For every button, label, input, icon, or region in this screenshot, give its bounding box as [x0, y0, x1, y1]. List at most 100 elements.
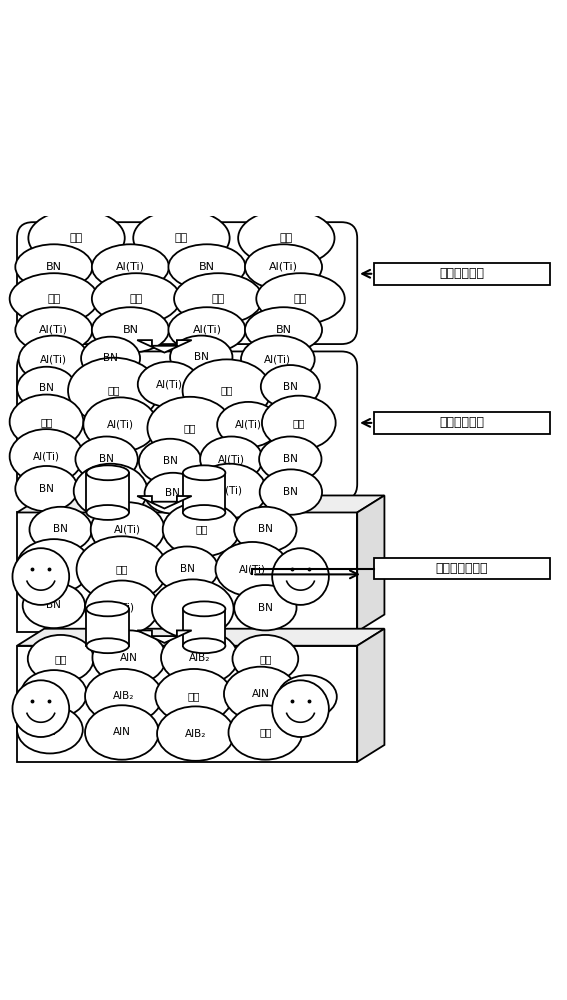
- Ellipse shape: [229, 705, 302, 760]
- Ellipse shape: [68, 358, 159, 423]
- Ellipse shape: [15, 244, 92, 290]
- Text: 一次烧结制备: 一次烧结制备: [439, 267, 485, 280]
- Ellipse shape: [86, 505, 129, 520]
- Text: 基体: 基体: [195, 524, 208, 534]
- Text: 基体: 基体: [184, 423, 196, 433]
- Ellipse shape: [183, 505, 225, 520]
- Text: BN: BN: [163, 456, 177, 466]
- Text: BN: BN: [283, 382, 298, 392]
- Text: BN: BN: [258, 524, 273, 534]
- Text: Al(Ti): Al(Ti): [40, 354, 67, 364]
- Ellipse shape: [262, 396, 336, 450]
- Ellipse shape: [74, 464, 147, 518]
- FancyBboxPatch shape: [17, 222, 357, 344]
- Ellipse shape: [85, 581, 159, 635]
- Text: Al(Ti): Al(Ti): [235, 420, 262, 430]
- Ellipse shape: [28, 635, 94, 683]
- Text: Al(Ti): Al(Ti): [216, 486, 243, 496]
- Ellipse shape: [157, 706, 234, 761]
- Text: Al(Ti): Al(Ti): [239, 564, 266, 574]
- Polygon shape: [137, 496, 192, 509]
- Text: 基体: 基体: [40, 417, 53, 427]
- Ellipse shape: [232, 635, 298, 683]
- Bar: [183, 473, 226, 512]
- Ellipse shape: [17, 706, 83, 753]
- Ellipse shape: [15, 466, 78, 511]
- Text: 基体: 基体: [116, 564, 128, 574]
- Ellipse shape: [133, 210, 230, 266]
- Polygon shape: [357, 495, 384, 632]
- Ellipse shape: [193, 464, 266, 518]
- Text: AlN: AlN: [252, 689, 270, 699]
- Text: AlB₂: AlB₂: [297, 692, 318, 702]
- Text: 基体: 基体: [44, 725, 56, 735]
- Ellipse shape: [86, 638, 129, 653]
- Text: BN: BN: [39, 484, 54, 494]
- Text: Al(Ti): Al(Ti): [40, 561, 67, 571]
- Text: 基体: 基体: [259, 654, 272, 664]
- Ellipse shape: [183, 465, 225, 480]
- Text: 基体: 基体: [188, 691, 200, 701]
- Ellipse shape: [19, 336, 89, 383]
- Text: 基体: 基体: [107, 386, 120, 396]
- Bar: [374, 263, 550, 285]
- Ellipse shape: [81, 337, 140, 380]
- Text: 二次硬化热处理: 二次硬化热处理: [436, 562, 488, 575]
- Ellipse shape: [245, 307, 322, 353]
- Text: BN: BN: [53, 524, 68, 534]
- Ellipse shape: [10, 429, 83, 484]
- Ellipse shape: [261, 365, 320, 408]
- Ellipse shape: [241, 336, 315, 383]
- Text: Al(Ti): Al(Ti): [116, 262, 145, 272]
- Ellipse shape: [29, 507, 92, 552]
- Ellipse shape: [152, 579, 234, 638]
- Text: BN: BN: [166, 488, 180, 498]
- Ellipse shape: [245, 244, 322, 290]
- Ellipse shape: [15, 307, 92, 353]
- Ellipse shape: [163, 502, 240, 557]
- Ellipse shape: [86, 465, 129, 480]
- Ellipse shape: [256, 273, 345, 324]
- Text: 基体: 基体: [221, 386, 233, 396]
- Ellipse shape: [21, 670, 87, 718]
- Ellipse shape: [77, 536, 167, 602]
- Text: 基体: 基体: [129, 294, 143, 304]
- Ellipse shape: [260, 469, 322, 515]
- Polygon shape: [17, 629, 384, 646]
- Text: 基体: 基体: [54, 654, 67, 664]
- Text: BN: BN: [103, 353, 118, 363]
- Ellipse shape: [86, 601, 129, 616]
- Polygon shape: [17, 646, 357, 762]
- Text: BN: BN: [258, 603, 273, 613]
- Ellipse shape: [278, 675, 337, 718]
- Text: 机械加工成品: 机械加工成品: [439, 416, 485, 429]
- Text: 基体: 基体: [187, 604, 199, 614]
- Ellipse shape: [217, 402, 280, 447]
- Text: BN: BN: [276, 325, 291, 335]
- Text: 基体: 基体: [70, 233, 83, 243]
- Ellipse shape: [23, 583, 85, 628]
- Circle shape: [12, 680, 69, 737]
- Text: AlN: AlN: [113, 727, 131, 737]
- Ellipse shape: [92, 244, 169, 290]
- Ellipse shape: [10, 273, 98, 324]
- Circle shape: [272, 680, 329, 737]
- Text: 基体: 基体: [259, 727, 272, 737]
- Ellipse shape: [139, 439, 201, 484]
- Ellipse shape: [85, 669, 162, 723]
- Ellipse shape: [156, 546, 218, 592]
- Ellipse shape: [259, 436, 321, 482]
- Text: AlN: AlN: [120, 653, 138, 663]
- Text: Al(Ti): Al(Ti): [218, 454, 245, 464]
- Text: BN: BN: [199, 262, 215, 272]
- Ellipse shape: [234, 507, 297, 552]
- Ellipse shape: [161, 630, 238, 685]
- Ellipse shape: [85, 705, 159, 760]
- Ellipse shape: [17, 367, 76, 410]
- Text: Al(Ti): Al(Ti): [39, 325, 69, 335]
- Ellipse shape: [17, 539, 91, 594]
- Text: BN: BN: [180, 564, 194, 574]
- Text: 基体: 基体: [280, 233, 293, 243]
- Text: BN: BN: [122, 325, 138, 335]
- Ellipse shape: [168, 244, 246, 290]
